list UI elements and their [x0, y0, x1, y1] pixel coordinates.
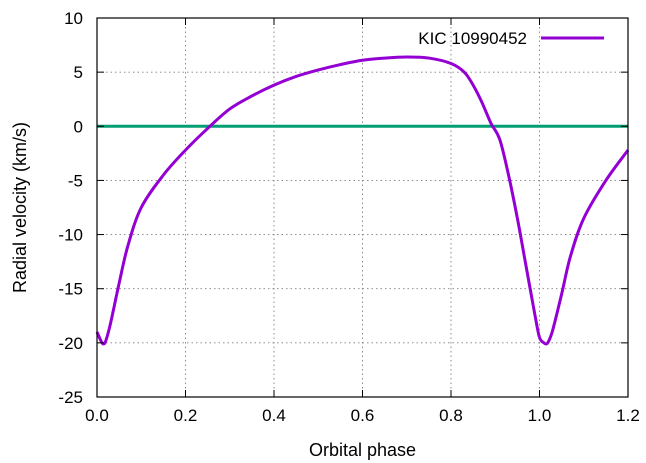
x-ticks: 0.0 0.2 0.4 0.6 0.8 1.0 1.2	[85, 18, 640, 425]
y-tick-label: -25	[58, 388, 83, 407]
y-ticks: 10 5 0 -5 -10 -15 -20 -25	[58, 9, 628, 407]
y-tick-label: 0	[74, 117, 83, 136]
x-tick-label: 1.2	[616, 406, 640, 425]
x-tick-label: 0.0	[85, 406, 109, 425]
legend-label: KIC 10990452	[418, 29, 527, 48]
x-tick-label: 0.4	[262, 406, 286, 425]
y-axis-label: Radial velocity (km/s)	[10, 122, 30, 293]
legend: KIC 10990452	[418, 29, 604, 48]
y-tick-label: -5	[68, 171, 83, 190]
y-tick-label: -10	[58, 226, 83, 245]
x-tick-label: 0.8	[439, 406, 463, 425]
x-axis-label: Orbital phase	[309, 440, 416, 460]
y-tick-label: 5	[74, 63, 83, 82]
x-tick-label: 1.0	[528, 406, 552, 425]
y-tick-label: -15	[58, 280, 83, 299]
series-layer	[95, 55, 630, 346]
x-tick-label: 0.2	[174, 406, 198, 425]
series-line-0	[95, 55, 630, 346]
y-tick-label: -20	[58, 334, 83, 353]
y-tick-label: 10	[64, 9, 83, 28]
x-tick-label: 0.6	[351, 406, 375, 425]
